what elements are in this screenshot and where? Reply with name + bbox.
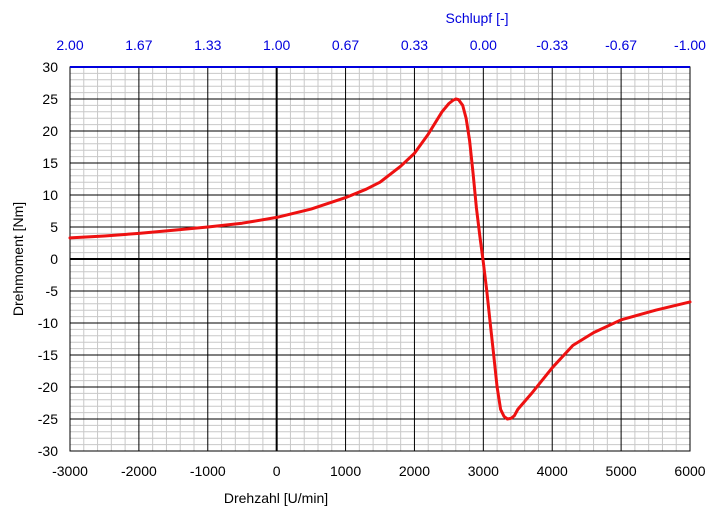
top-tick-label: -0.67 <box>605 37 637 53</box>
y-tick-label: -20 <box>38 379 58 395</box>
y-axis-title: Drehmoment [Nm] <box>10 202 26 316</box>
x-tick-label: 6000 <box>674 463 705 479</box>
torque-series-line <box>68 97 692 421</box>
x-tick-label: 4000 <box>537 463 568 479</box>
y-tick-label: 15 <box>42 155 58 171</box>
top-tick-label: 2.00 <box>56 37 83 53</box>
y-tick-label: 0 <box>50 251 58 267</box>
top-tick-label: -1.00 <box>674 37 706 53</box>
top-tick-label: 0.33 <box>401 37 428 53</box>
y-tick-label: -5 <box>46 283 59 299</box>
y-tick-label: 5 <box>50 219 58 235</box>
top-tick-label: -0.33 <box>536 37 568 53</box>
top-tick-label: 1.33 <box>194 37 221 53</box>
y-tick-labels: 30 25 20 15 10 5 0 -5 -10 -15 -20 -25 -30 <box>38 59 58 459</box>
x-tick-labels: -3000 -2000 -1000 0 1000 2000 3000 4000 5000 6000 <box>52 463 706 479</box>
top-tick-label: 1.67 <box>125 37 152 53</box>
y-tick-label: 25 <box>42 91 58 107</box>
x-tick-label: -3000 <box>52 463 88 479</box>
x-tick-label: 0 <box>273 463 281 479</box>
x-tick-label: 5000 <box>606 463 637 479</box>
x-axis-title: Drehzahl [U/min] <box>224 490 328 506</box>
y-tick-label: -30 <box>38 443 58 459</box>
y-tick-label: 20 <box>42 123 58 139</box>
x-tick-label: 1000 <box>330 463 361 479</box>
top-tick-label: 0.67 <box>332 37 359 53</box>
x-tick-label: 2000 <box>399 463 430 479</box>
y-tick-label: -25 <box>38 411 58 427</box>
y-tick-label: -15 <box>38 347 58 363</box>
y-tick-label: 10 <box>42 187 58 203</box>
x-tick-label: 3000 <box>468 463 499 479</box>
y-tick-label: 30 <box>42 59 58 75</box>
zero-axes <box>70 67 690 451</box>
y-tick-label: -10 <box>38 315 58 331</box>
x-tick-label: -1000 <box>190 463 226 479</box>
top-tick-labels: 2.00 1.67 1.33 1.00 0.67 0.33 0.00 -0.33 -0.67 -1… <box>56 37 706 53</box>
top-axis-title: Schlupf [-] <box>445 10 508 26</box>
top-tick-label: 1.00 <box>263 37 290 53</box>
x-tick-label: -2000 <box>121 463 157 479</box>
top-tick-label: 0.00 <box>470 37 497 53</box>
